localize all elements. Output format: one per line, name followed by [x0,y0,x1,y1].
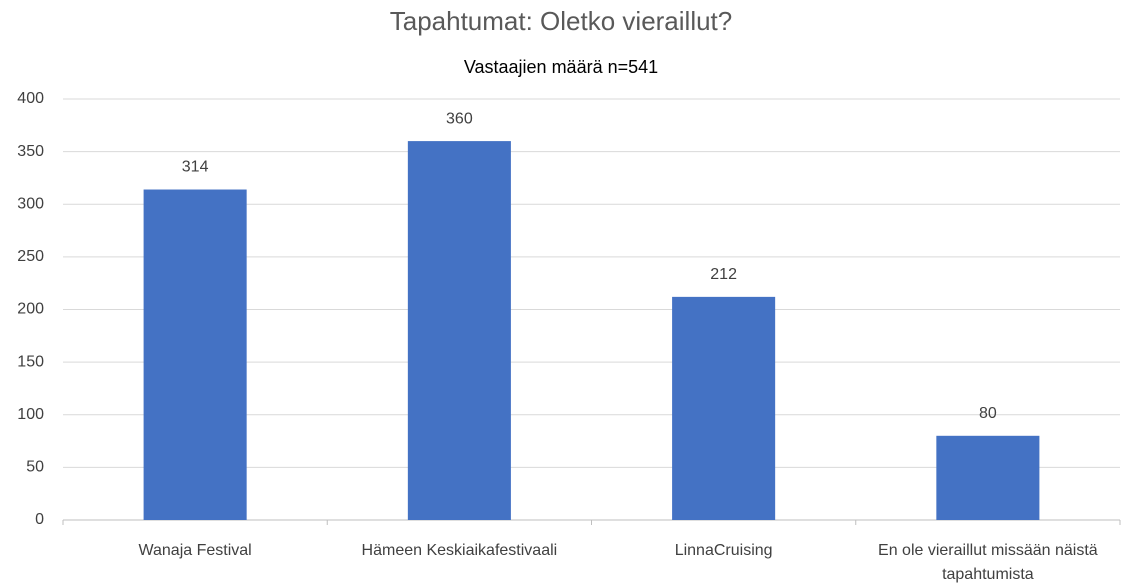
data-label: 80 [979,405,997,422]
x-tick-label: En ole vieraillut missään näistä tapahtum… [878,542,1098,583]
bar [936,435,1040,520]
x-tick-label: LinnaCruising [675,542,773,559]
chart-subtitle: Vastaajien määrä n=541 [464,57,658,77]
data-label: 360 [446,110,473,127]
y-tick-label: 0 [35,511,44,528]
data-label: 314 [182,159,209,176]
y-tick-label: 300 [17,195,44,212]
y-tick-label: 150 [17,353,44,370]
bar [143,189,247,520]
bar [407,141,511,520]
x-tick-label: Hämeen Keskiaikafestivaali [362,542,558,559]
y-tick-label: 350 [17,143,44,160]
y-tick-label: 100 [17,406,44,423]
y-tick-label: 400 [17,90,44,107]
y-tick-label: 250 [17,248,44,265]
x-tick-label: Wanaja Festival [139,542,252,559]
data-label: 212 [710,266,737,283]
y-tick-label: 50 [26,459,44,476]
y-tick-label: 200 [17,301,44,318]
bar [672,296,776,520]
chart-title: Tapahtumat: Oletko vieraillut? [390,6,733,36]
